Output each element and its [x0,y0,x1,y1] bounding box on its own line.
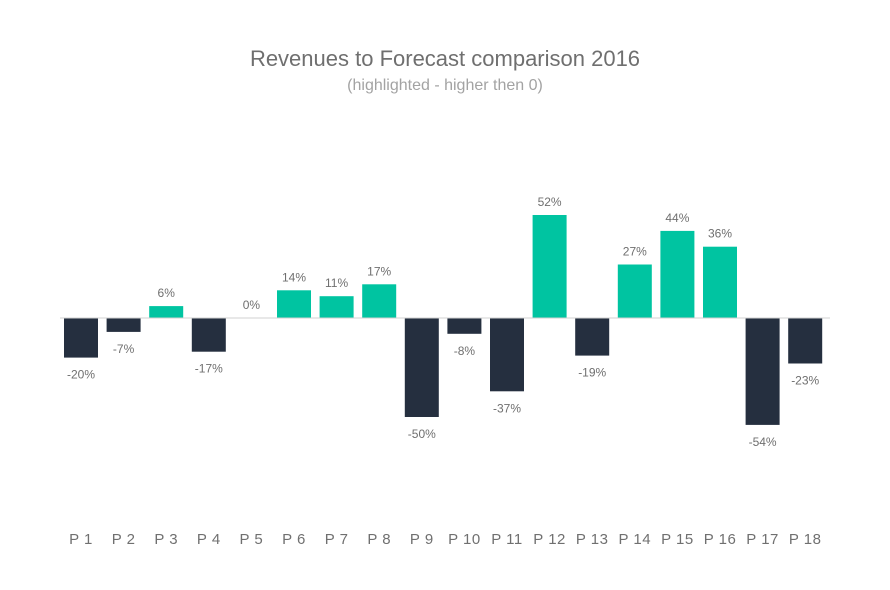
data-label: 27% [623,245,647,259]
data-label: -50% [408,427,436,441]
x-tick-label: P 12 [533,531,566,548]
bar-p10 [447,318,482,334]
bar-p2 [106,318,141,332]
x-tick-label: P 8 [367,531,391,548]
data-label: 0% [243,298,261,312]
bar-p7 [319,296,354,318]
bar-p4 [191,318,226,352]
x-tick-label: P 5 [240,531,264,548]
data-label: -19% [578,366,606,380]
bar-p16 [703,246,737,318]
bar-p1 [64,318,98,358]
chart-subtitle: (highlighted - higher then 0) [347,77,543,94]
x-tick-label: P 3 [154,531,178,548]
x-tick-label: P 13 [576,531,609,548]
data-label: 11% [325,276,348,290]
x-tick-label: P 16 [704,531,737,548]
data-label: -20% [67,368,95,382]
x-tick-label: P 17 [746,531,779,548]
bar-p12 [532,215,567,318]
data-label: -8% [454,344,476,358]
bar-p15 [660,230,695,318]
data-label: 52% [538,195,562,209]
bar-p3 [149,306,184,318]
data-label: 17% [367,264,391,278]
x-tick-label: P 14 [619,531,652,548]
data-label: 44% [665,211,689,225]
data-label: -7% [113,342,135,356]
x-tick-label: P 1 [69,531,93,548]
bar-p6 [277,290,311,318]
x-tick-label: P 4 [197,531,221,548]
x-tick-label: P 18 [789,531,822,548]
bar-p8 [362,284,397,318]
x-tick-label: P 2 [112,531,136,548]
chart-title: Revenues to Forecast comparison 2016 [249,46,641,71]
x-tick-label: P 7 [325,531,349,548]
bar-p9 [404,318,439,417]
x-tick-label: P 10 [448,531,481,548]
data-label: -17% [195,362,223,376]
x-tick-label: P 11 [491,531,522,548]
bar-p11 [490,318,524,392]
x-tick-label: P 9 [410,531,434,548]
bar-p17 [745,318,780,425]
x-tick-label: P 6 [282,531,306,548]
bar-p14 [617,264,652,318]
data-label: 6% [158,286,176,300]
data-label: -23% [791,374,819,388]
data-label: 14% [282,270,306,284]
x-tick-label: P 15 [661,531,694,548]
bar-p13 [575,318,610,356]
data-label: -37% [493,401,521,415]
data-label: -54% [749,435,777,449]
bar-p18 [788,318,823,364]
data-label: 36% [708,227,732,241]
